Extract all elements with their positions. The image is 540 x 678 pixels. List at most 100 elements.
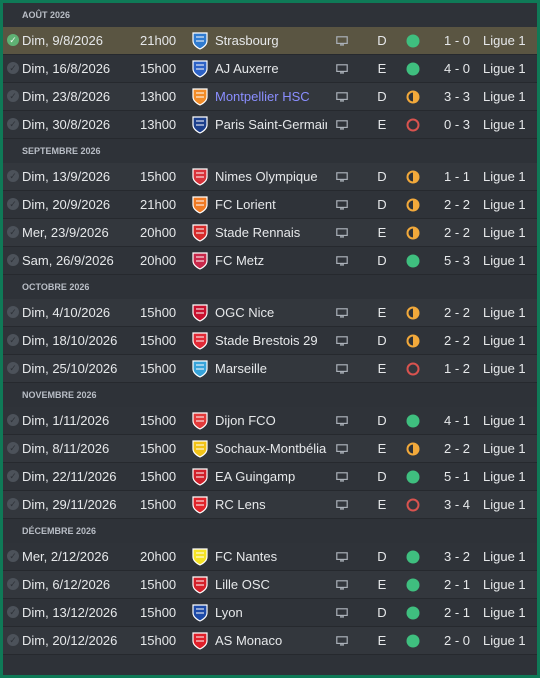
- check-icon: ✓: [7, 362, 19, 374]
- competition-link[interactable]: Ligue 1: [483, 169, 526, 184]
- monaco-crest: [192, 632, 208, 650]
- venue-indicator: E: [377, 441, 387, 456]
- competition-link[interactable]: Ligue 1: [483, 225, 526, 240]
- month-header: AOÛT 2026: [3, 3, 537, 27]
- fixture-row[interactable]: ✓ Dim, 8/11/2026 15h00 Sochaux-Montbéliard E…: [3, 435, 537, 463]
- fixture-row[interactable]: ✓ Dim, 23/8/2026 13h00 Montpellier HSC D 3 - …: [3, 83, 537, 111]
- lorient-crest: [192, 196, 208, 214]
- fixture-row[interactable]: ✓ Dim, 25/10/2026 15h00 Marseille E 1 - 2 Ligu…: [3, 355, 537, 383]
- competition-link[interactable]: Ligue 1: [483, 497, 526, 512]
- fixture-row[interactable]: ✓ Dim, 22/11/2026 15h00 EA Guingamp D 5 - 1 Li…: [3, 463, 537, 491]
- fixture-row[interactable]: ✓ Dim, 9/8/2026 21h00 Strasbourg D 1 - 0 Ligue…: [3, 27, 537, 55]
- kickoff-time: 15h00: [140, 605, 177, 620]
- competition-link[interactable]: Ligue 1: [483, 33, 526, 48]
- lens-crest: [192, 496, 208, 514]
- opponent-team-link[interactable]: Stade Brestois 29: [215, 333, 318, 348]
- fixture-row[interactable]: ✓ Dim, 29/11/2026 15h00 RC Lens E 3 - 4 Ligue …: [3, 491, 537, 519]
- fixture-row[interactable]: ✓ Mer, 2/12/2026 20h00 FC Nantes D 3 - 2 Ligue…: [3, 543, 537, 571]
- venue-indicator: E: [377, 633, 387, 648]
- opponent-team-link[interactable]: Strasbourg: [215, 33, 279, 48]
- opponent-team-link[interactable]: Marseille: [215, 361, 268, 376]
- competition-link[interactable]: Ligue 1: [483, 441, 526, 456]
- opponent-team-link[interactable]: FC Nantes: [215, 549, 278, 564]
- check-icon: ✓: [7, 118, 19, 130]
- competition-link[interactable]: Ligue 1: [483, 61, 526, 76]
- competition-link[interactable]: Ligue 1: [483, 605, 526, 620]
- result-draw-icon: [406, 170, 420, 184]
- lille-crest: [192, 576, 208, 594]
- match-date: Dim, 8/11/2026: [22, 441, 110, 456]
- fixture-row[interactable]: ✓ Dim, 30/8/2026 13h00 Paris Saint-Germain E…: [3, 111, 537, 139]
- fixture-row[interactable]: ✓ Dim, 16/8/2026 15h00 AJ Auxerre E 4 - 0 Ligu…: [3, 55, 537, 83]
- competition-link[interactable]: Ligue 1: [483, 197, 526, 212]
- tv-icon: [336, 64, 348, 74]
- tv-icon: [336, 636, 348, 646]
- opponent-team-link[interactable]: FC Lorient: [215, 197, 276, 212]
- match-score: 4 - 1: [443, 413, 470, 428]
- tv-icon: [336, 336, 348, 346]
- opponent-team-link[interactable]: OGC Nice: [215, 305, 275, 320]
- opponent-team-link[interactable]: Lille OSC: [215, 577, 270, 592]
- competition-link[interactable]: Ligue 1: [483, 89, 526, 104]
- result-loss-icon: [406, 362, 420, 376]
- competition-link[interactable]: Ligue 1: [483, 253, 526, 268]
- fixture-row[interactable]: ✓ Dim, 6/12/2026 15h00 Lille OSC E 2 - 1 Ligue…: [3, 571, 537, 599]
- match-date: Dim, 25/10/2026: [22, 361, 118, 376]
- fixture-row[interactable]: ✓ Mer, 23/9/2026 20h00 Stade Rennais E 2 - 2 L…: [3, 219, 537, 247]
- opponent-team-link[interactable]: RC Lens: [215, 497, 266, 512]
- opponent-team-link[interactable]: Lyon: [215, 605, 243, 620]
- competition-link[interactable]: Ligue 1: [483, 633, 526, 648]
- tv-icon: [336, 472, 348, 482]
- tv-icon: [336, 308, 348, 318]
- fixture-row[interactable]: ✓ Dim, 18/10/2026 15h00 Stade Brestois 29 D 2…: [3, 327, 537, 355]
- check-icon: ✓: [7, 90, 19, 102]
- opponent-team-link[interactable]: Dijon FCO: [215, 413, 276, 428]
- venue-indicator: E: [377, 305, 387, 320]
- fixture-row[interactable]: ✓ Dim, 1/11/2026 15h00 Dijon FCO D 4 - 1 Ligue…: [3, 407, 537, 435]
- opponent-team-link[interactable]: Nimes Olympique: [215, 169, 318, 184]
- fixture-row[interactable]: ✓ Dim, 13/12/2026 15h00 Lyon D 2 - 1 Ligue 1: [3, 599, 537, 627]
- competition-link[interactable]: Ligue 1: [483, 361, 526, 376]
- opponent-team-link[interactable]: AJ Auxerre: [215, 61, 279, 76]
- competition-link[interactable]: Ligue 1: [483, 469, 526, 484]
- fixture-row[interactable]: ✓ Dim, 20/9/2026 21h00 FC Lorient D 2 - 2 Ligu…: [3, 191, 537, 219]
- opponent-team-link[interactable]: Stade Rennais: [215, 225, 301, 240]
- opponent-team-link[interactable]: Paris Saint-Germain: [215, 117, 327, 132]
- competition-link[interactable]: Ligue 1: [483, 117, 526, 132]
- fixture-row[interactable]: ✓ Dim, 20/12/2026 15h00 AS Monaco E 2 - 0 Ligu…: [3, 627, 537, 655]
- kickoff-time: 15h00: [140, 413, 177, 428]
- opponent-team-link[interactable]: Montpellier HSC: [215, 89, 310, 104]
- check-icon: ✓: [7, 498, 19, 510]
- competition-link[interactable]: Ligue 1: [483, 577, 526, 592]
- competition-link[interactable]: Ligue 1: [483, 333, 526, 348]
- venue-indicator: D: [377, 469, 387, 484]
- match-date: Dim, 13/9/2026: [22, 169, 111, 184]
- match-date: Dim, 22/11/2026: [22, 469, 117, 484]
- montpellier-crest: [192, 88, 208, 106]
- tv-icon: [336, 92, 348, 102]
- check-icon: ✓: [7, 442, 19, 454]
- opponent-team-link[interactable]: Sochaux-Montbéliard: [215, 441, 327, 456]
- tv-icon: [336, 608, 348, 618]
- fixture-row[interactable]: ✓ Dim, 4/10/2026 15h00 OGC Nice E 2 - 2 Ligue …: [3, 299, 537, 327]
- competition-link[interactable]: Ligue 1: [483, 413, 526, 428]
- opponent-team-link[interactable]: AS Monaco: [215, 633, 283, 648]
- venue-indicator: E: [377, 497, 387, 512]
- check-icon: ✓: [7, 606, 19, 618]
- kickoff-time: 15h00: [140, 333, 177, 348]
- venue-indicator: D: [377, 33, 387, 48]
- fixture-row[interactable]: ✓ Sam, 26/9/2026 20h00 FC Metz D 5 - 3 Ligue 1: [3, 247, 537, 275]
- result-win-icon: [406, 470, 420, 484]
- fixture-row[interactable]: ✓ Dim, 13/9/2026 15h00 Nimes Olympique D 1 - …: [3, 163, 537, 191]
- match-score: 3 - 2: [443, 549, 470, 564]
- lyon-crest: [192, 604, 208, 622]
- competition-link[interactable]: Ligue 1: [483, 305, 526, 320]
- competition-link[interactable]: Ligue 1: [483, 549, 526, 564]
- check-icon: ✓: [7, 550, 19, 562]
- rennes-crest: [192, 224, 208, 242]
- opponent-team-link[interactable]: FC Metz: [215, 253, 265, 268]
- match-score: 3 - 3: [443, 89, 470, 104]
- opponent-team-link[interactable]: EA Guingamp: [215, 469, 296, 484]
- check-icon: ✓: [7, 226, 19, 238]
- auxerre-crest: [192, 60, 208, 78]
